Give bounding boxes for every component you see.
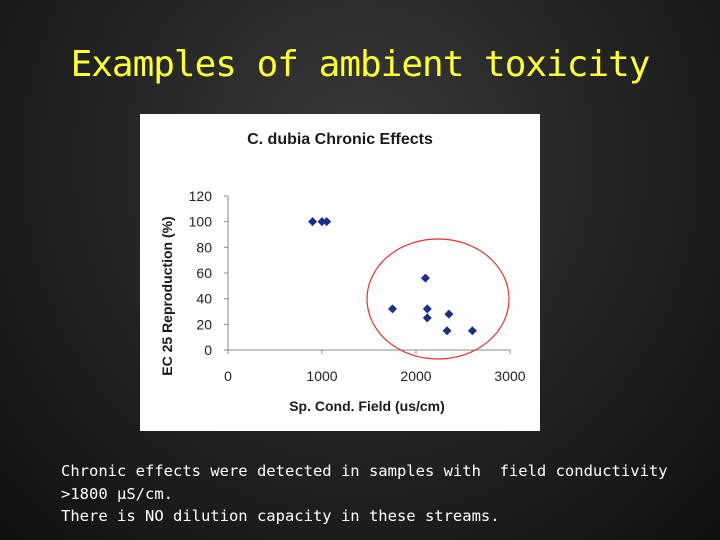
- data-point: [388, 304, 397, 314]
- data-point: [317, 217, 327, 227]
- caption: Chronic effects were detected in samples…: [61, 460, 701, 528]
- data-point: [308, 217, 318, 227]
- caption-line-3: There is NO dilution capacity in these s…: [61, 507, 500, 525]
- x-tick-label: 0: [224, 368, 232, 384]
- data-point-group: [308, 217, 477, 336]
- y-tick-label: 80: [196, 239, 212, 255]
- data-point: [467, 326, 477, 336]
- y-axis-label: EC 25 Reproduction (%): [159, 216, 175, 375]
- highlight-ellipse: [366, 238, 510, 360]
- y-tick-label: 0: [204, 342, 212, 358]
- data-point: [322, 217, 332, 227]
- y-tick-group: 0 20 40 60 80 100 120: [189, 188, 228, 358]
- y-tick-label: 100: [189, 214, 213, 230]
- x-tick-label: 3000: [494, 368, 525, 384]
- data-point: [444, 309, 454, 319]
- highlight-overlay: [366, 238, 510, 360]
- x-tick-label: 1000: [306, 368, 337, 384]
- x-tick-label: 2000: [400, 368, 431, 384]
- data-point: [442, 326, 452, 336]
- data-point: [422, 304, 432, 314]
- caption-line-1: Chronic effects were detected in samples…: [61, 462, 668, 480]
- y-tick-label: 20: [196, 316, 212, 332]
- data-point: [420, 273, 430, 283]
- caption-line-2: >1800 µS/cm.: [61, 484, 173, 503]
- chart-title: C. dubia Chronic Effects: [247, 131, 433, 148]
- x-tick-group: 0 1000 2000 3000: [224, 350, 526, 384]
- x-axis-label: Sp. Cond. Field (us/cm): [289, 398, 445, 414]
- scatter-chart: C. dubia Chronic Effects EC 25 Reproduct…: [159, 131, 526, 414]
- y-tick-label: 60: [196, 265, 212, 281]
- slide-title: Examples of ambient toxicity: [70, 44, 651, 85]
- chart-panel: C. dubia Chronic Effects EC 25 Reproduct…: [140, 114, 540, 431]
- y-tick-label: 120: [189, 188, 213, 204]
- data-point: [422, 313, 432, 323]
- y-tick-label: 40: [196, 291, 212, 307]
